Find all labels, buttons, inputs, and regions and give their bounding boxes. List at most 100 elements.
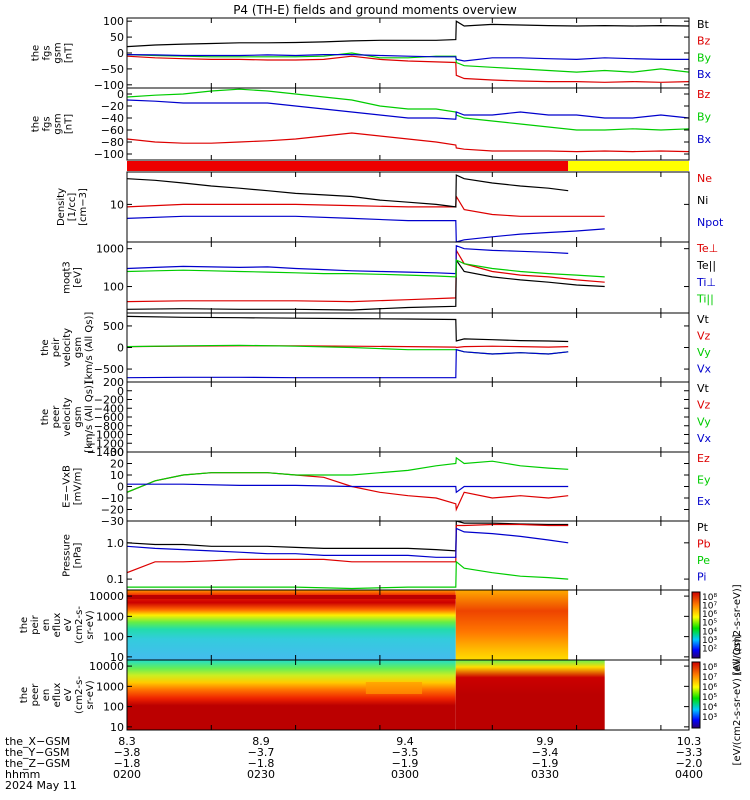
colorbar-tick-label: 10⁵ — [702, 619, 717, 629]
y-tick-label: 10000 — [89, 590, 124, 603]
legend-entry: Ey — [697, 474, 711, 487]
spectrogram-region — [455, 590, 569, 660]
y-tick-label: 10 — [110, 721, 124, 734]
y-axis-label: gsm — [73, 337, 84, 358]
y-axis-label: sr-eV) — [85, 680, 96, 709]
y-tick-label: 100 — [103, 15, 124, 28]
y-axis-label: the — [31, 116, 42, 132]
y-tick-label: 10000 — [89, 660, 124, 673]
x-tick-value: −1.8 — [114, 757, 141, 770]
chart-title: P4 (TH-E) fields and ground moments over… — [233, 3, 517, 17]
colorbar-label: [eV/(cm2-s-sr-eV)] — [732, 584, 743, 675]
series-line-Bx — [126, 53, 689, 62]
colorbar-tick-label: 10⁵ — [702, 693, 717, 703]
y-tick-label: −600 — [94, 411, 124, 424]
colorbar-scale — [691, 661, 701, 729]
y-tick-label: −100 — [94, 148, 124, 161]
y-tick-label: −1000 — [87, 429, 124, 442]
x-tick-value: 9.4 — [396, 735, 414, 748]
panel-pressure: 1.0 0.1 Pressure [nPa] Pt Pb Pe Pi — [62, 520, 711, 591]
y-tick-label: 0 — [117, 47, 124, 60]
y-tick-label: −20 — [101, 100, 124, 113]
legend-entry: Ne — [697, 172, 712, 185]
y-axis-label: eflux — [52, 683, 63, 708]
legend-entry: Pb — [697, 537, 711, 550]
y-tick-label: 1.0 — [107, 537, 125, 550]
y-axis-label: peer — [51, 405, 62, 429]
mode-bar-segment — [568, 161, 689, 171]
panel-peir-velocity: 500 0 −500 the peir velocity gsm [km/s (All Qs)… — [40, 312, 712, 384]
y-tick-label: −20 — [101, 504, 124, 517]
y-axis-label: eflux — [52, 613, 63, 638]
colorbar-tick-label: 10⁷ — [702, 673, 717, 683]
colorbar-label: [eV/(cm2-s-sr-eV) (All Qs)] — [732, 634, 743, 765]
legend-entry: Ez — [697, 452, 710, 465]
colorbar-tick-label: 10³ — [702, 713, 717, 723]
legend-entry: Pe — [697, 554, 710, 567]
y-axis-label: the — [31, 45, 42, 61]
spectrogram-band — [127, 595, 456, 599]
panel-temperature: 1000 100 moqt3 [eV] Te⊥ Te|| Ti⊥ Ti|| — [62, 241, 718, 314]
y-axis-label: gsm — [73, 406, 84, 427]
legend-entry: Vy — [697, 346, 711, 359]
legend-entry: Bx — [697, 68, 712, 81]
legend-entry: Vt — [697, 313, 710, 326]
panel-frame — [126, 241, 690, 314]
x-tick-value: −3.5 — [392, 746, 419, 759]
y-tick-label: 1000 — [96, 610, 124, 623]
y-axis-label: [cm−3] — [78, 188, 89, 226]
colorbar-tick-label: 10⁶ — [702, 683, 717, 693]
series-line-Ex — [127, 483, 569, 494]
x-tick-value: −1.9 — [392, 757, 419, 770]
y-tick-label: −400 — [94, 402, 124, 415]
x-tick-value: −1.9 — [532, 757, 559, 770]
y-axis-label: eV — [63, 688, 74, 701]
legend-entry: Vx — [697, 362, 712, 375]
legend-entry: By — [697, 51, 712, 64]
y-axis-label: fgs — [42, 45, 53, 60]
legend-entry: Pt — [697, 521, 709, 534]
y-axis-label: eV — [63, 618, 74, 631]
legend-entry: Ni — [697, 194, 708, 207]
y-axis-label: [nT] — [64, 43, 75, 63]
legend-entry: Ex — [697, 495, 711, 508]
legend-entry: Bz — [697, 35, 711, 48]
series-line-Ey — [126, 456, 569, 493]
series-line-By — [126, 88, 690, 131]
legend-entry: Vz — [697, 399, 711, 412]
y-tick-label: −10 — [101, 492, 124, 505]
y-axis-label: [1/cc] — [67, 193, 78, 222]
x-tick-value: 0300 — [391, 768, 419, 781]
series-line-Npot — [126, 215, 605, 243]
x-tick-value: 8.3 — [118, 735, 136, 748]
spectrogram-region — [455, 660, 605, 730]
y-axis-label: gsm — [53, 113, 64, 134]
y-axis-label: the — [19, 617, 30, 633]
legend-entry: Vz — [697, 329, 711, 342]
colorbar-tick-label: 10⁴ — [702, 627, 717, 637]
y-tick-label: −500 — [94, 363, 124, 376]
series-line-Vx — [126, 348, 569, 379]
y-tick-label: −40 — [101, 112, 124, 125]
y-axis-label: peir — [51, 337, 62, 357]
spectrogram-region — [127, 590, 456, 660]
x-row-label: the_Y−GSM — [5, 746, 70, 759]
series-line-Bt — [126, 20, 690, 48]
y-axis-label: [mV/m] — [73, 468, 84, 506]
x-row-label: hhmm — [5, 768, 40, 781]
spectrogram-band — [365, 682, 423, 694]
colorbar-tick-label: 10³ — [702, 636, 717, 646]
colorbar-scale — [691, 591, 701, 659]
legend-entry: Te⊥ — [696, 242, 718, 255]
x-tick-value: −2.0 — [676, 757, 703, 770]
y-axis-label: Pressure — [62, 534, 73, 577]
y-axis-label: en — [41, 689, 52, 702]
y-tick-label: 0 — [117, 88, 124, 101]
panel-peer-eflux: 10000 1000 100 10 the peer en eflux eV (cm2-s-sr-… — [19, 659, 690, 734]
panel-frame — [126, 659, 690, 731]
y-tick-label: −80 — [101, 136, 124, 149]
panel-density: 10 Density [1/cc] [cm−3] Ne Ni Npot — [56, 171, 724, 243]
x-tick-value: −3.4 — [532, 746, 559, 759]
